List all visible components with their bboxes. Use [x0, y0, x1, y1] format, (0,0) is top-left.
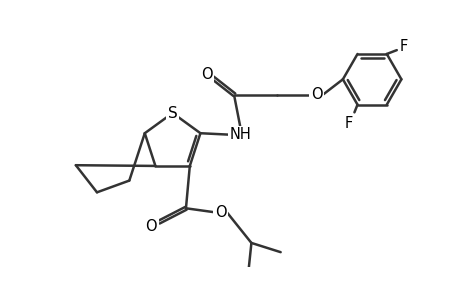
Text: O: O [214, 205, 226, 220]
Text: NH: NH [229, 127, 251, 142]
Text: F: F [399, 39, 407, 54]
Text: O: O [145, 219, 157, 234]
Text: S: S [168, 106, 177, 121]
Text: O: O [310, 87, 322, 102]
Text: F: F [343, 116, 352, 130]
Text: O: O [200, 67, 212, 82]
